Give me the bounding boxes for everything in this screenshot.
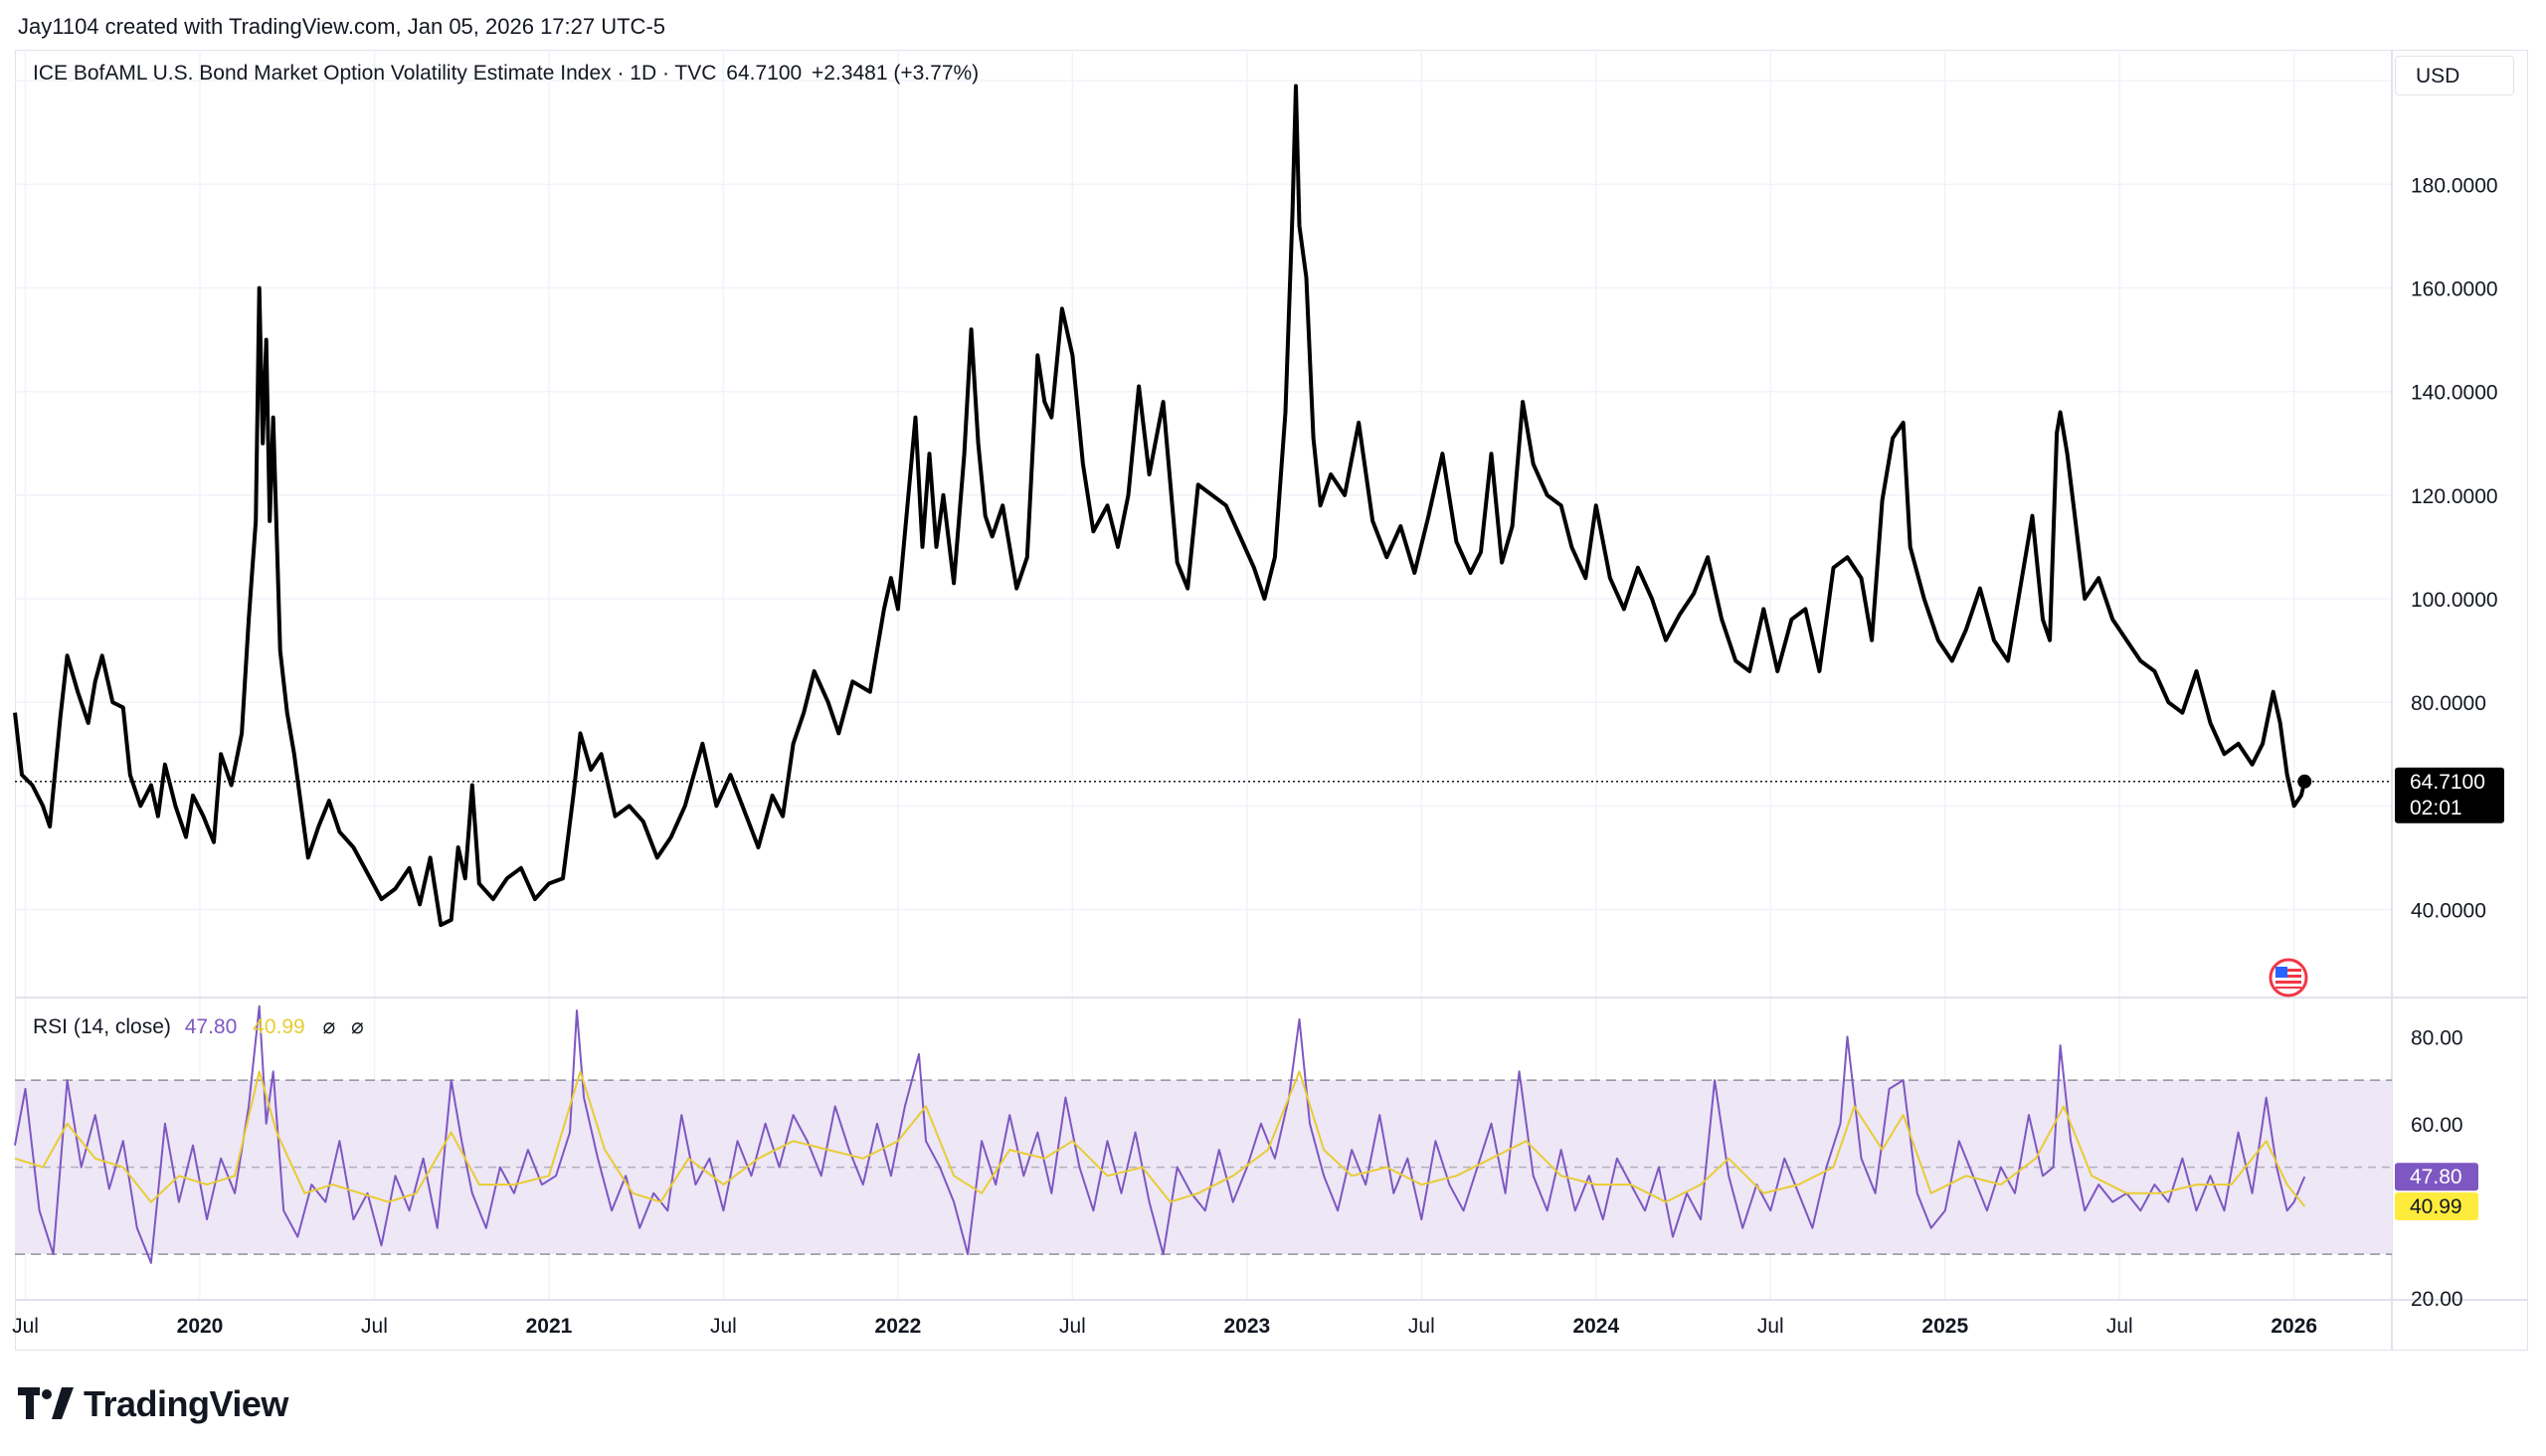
time-tick-label: 2026 bbox=[2271, 1315, 2317, 1338]
time-tick-label: Jul bbox=[710, 1315, 737, 1338]
time-tick-label: 2025 bbox=[1921, 1315, 1968, 1338]
main-legend[interactable]: ICE BofAML U.S. Bond Market Option Volat… bbox=[33, 62, 983, 86]
last-price-dot bbox=[2297, 774, 2312, 789]
time-tick-label: 2021 bbox=[526, 1315, 573, 1338]
rsi-tick-label: 80.00 bbox=[2411, 1026, 2463, 1049]
price-tick-label: 40.0000 bbox=[2411, 899, 2486, 922]
price-line bbox=[13, 84, 2307, 928]
time-tick-label: 2024 bbox=[1572, 1315, 1619, 1338]
rsi-value: 47.80 bbox=[184, 1015, 238, 1038]
rsi-tag-value: 47.80 bbox=[2410, 1166, 2462, 1188]
tradingview-logo[interactable]: TradingView bbox=[18, 1380, 288, 1428]
last-price-tag bbox=[2395, 767, 2504, 823]
time-tick-label: Jul bbox=[361, 1315, 388, 1338]
rsi-ma-line bbox=[14, 1070, 2306, 1207]
chart-panel[interactable] bbox=[15, 50, 2528, 1351]
rsi-ma-value: 40.99 bbox=[253, 1015, 305, 1038]
time-tick-label: 2023 bbox=[1224, 1315, 1271, 1338]
rsi-ma-tag-value: 40.99 bbox=[2410, 1195, 2462, 1218]
time-tick-label: Jul bbox=[1059, 1315, 1086, 1338]
price-tick-label: 80.0000 bbox=[2411, 692, 2486, 715]
time-tick-label: Jul bbox=[1408, 1315, 1435, 1338]
price-tick-label: 180.0000 bbox=[2411, 174, 2498, 197]
time-tick-label: Jul bbox=[1757, 1315, 1784, 1338]
rsi-flag-1: ⌀ bbox=[322, 1015, 336, 1038]
rsi-legend[interactable]: RSI (14, close) 47.80 40.99 ⌀ ⌀ bbox=[33, 1014, 374, 1039]
rsi-series bbox=[14, 1004, 2306, 1264]
time-tick-label: 2020 bbox=[177, 1315, 224, 1338]
price-tags: 64.7100 02:01 47.80 40.99 bbox=[2395, 767, 2504, 1221]
rsi-title[interactable]: RSI (14, close) bbox=[33, 1015, 171, 1038]
price-tick-label: 100.0000 bbox=[2411, 589, 2498, 612]
rsi-band bbox=[15, 1079, 2392, 1255]
us-flag-icon[interactable] bbox=[2269, 958, 2308, 998]
time-tick-label: Jul bbox=[12, 1315, 39, 1338]
last-price: 64.7100 bbox=[726, 62, 803, 85]
price-change: +2.3481 (+3.77%) bbox=[812, 62, 980, 85]
chart-credit: Jay1104 created with TradingView.com, Ja… bbox=[18, 14, 666, 39]
price-tick-label: 140.0000 bbox=[2411, 382, 2498, 405]
rsi-ma-tag bbox=[2395, 1192, 2478, 1221]
rsi-flag-2: ⌀ bbox=[351, 1015, 364, 1038]
rsi-tick-label: 60.00 bbox=[2411, 1114, 2463, 1137]
countdown-tag: 02:01 bbox=[2410, 797, 2462, 819]
last-price-tag-value: 64.7100 bbox=[2410, 771, 2485, 794]
tradingview-logo-text: TradingView bbox=[84, 1383, 288, 1424]
time-tick-label: Jul bbox=[2106, 1315, 2133, 1338]
rsi-tag bbox=[2395, 1163, 2478, 1191]
price-tick-label: 160.0000 bbox=[2411, 278, 2498, 301]
symbol-title[interactable]: ICE BofAML U.S. Bond Market Option Volat… bbox=[33, 62, 717, 85]
time-tick-label: 2022 bbox=[875, 1315, 922, 1338]
rsi-tick-label: 20.00 bbox=[2411, 1288, 2463, 1311]
rsi-line bbox=[14, 1004, 2306, 1264]
price-tick-label: 120.0000 bbox=[2411, 485, 2498, 508]
price-series bbox=[13, 84, 2392, 928]
currency-label[interactable]: USD bbox=[2395, 56, 2514, 95]
tradingview-logo-icon bbox=[18, 1387, 74, 1419]
